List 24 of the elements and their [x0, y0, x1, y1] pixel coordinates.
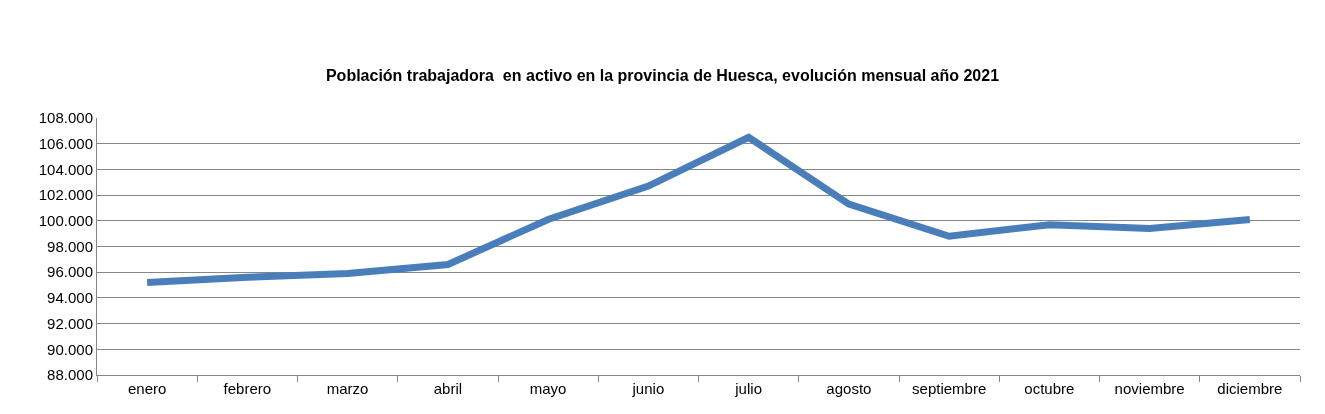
y-tick-label: 108.000 [38, 109, 93, 127]
x-tick-label: febrero [223, 380, 272, 397]
y-tick-label: 88.000 [47, 366, 93, 384]
y-tick-label: 96.000 [47, 263, 93, 281]
y-tick-label: 100.000 [38, 212, 93, 230]
x-tick-label: diciembre [1217, 380, 1283, 397]
x-tick-label: septiembre [912, 380, 987, 397]
y-tick-label: 102.000 [38, 186, 93, 204]
x-tick-label: enero [127, 380, 167, 397]
chart-title: Población trabajadora en activo en la provincia de Huesca, evolución mensual año 2021 [325, 66, 1000, 84]
y-tick-label: 98.000 [47, 237, 93, 255]
x-tick-label: julio [734, 380, 762, 397]
x-tick-label: agosto [826, 380, 872, 397]
x-tick-label: junio [631, 380, 665, 397]
x-tick-label: marzo [326, 380, 369, 397]
x-tick-label: octubre [1024, 380, 1075, 397]
x-tick-label: mayo [529, 380, 567, 397]
y-tick-label: 94.000 [47, 289, 93, 307]
y-tick-label: 104.000 [38, 160, 93, 178]
x-tick-label: noviembre [1114, 380, 1185, 397]
y-tick-label: 92.000 [47, 314, 93, 332]
x-tick-label: abril [433, 380, 463, 397]
y-tick-label: 106.000 [38, 134, 93, 152]
y-tick-label: 90.000 [47, 340, 93, 358]
